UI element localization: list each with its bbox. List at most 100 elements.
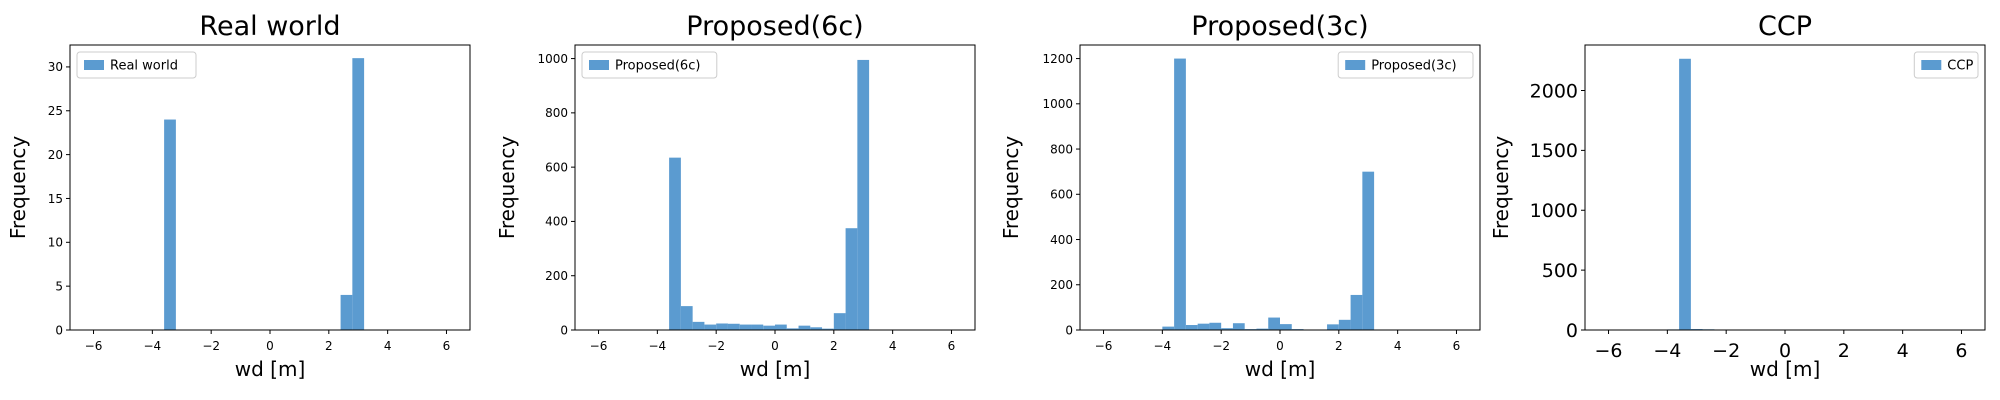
x-tick-label: −4 [1653,340,1681,362]
x-tick-label: 0 [1276,339,1284,353]
legend-label: Proposed(6c) [615,59,700,74]
histogram-bar [340,294,353,330]
y-tick-label: 1000 [1042,97,1073,111]
x-tick-label: −6 [1095,339,1113,353]
legend-label: CCP [1947,59,1973,74]
x-tick-label: 4 [384,339,392,353]
y-tick-label: 2000 [1530,80,1578,102]
x-tick-label: −2 [1212,339,1230,353]
histogram-bar [1185,325,1198,330]
legend-label: Proposed(3c) [1371,59,1456,74]
histogram-bar [1256,328,1269,330]
histogram-bar [352,58,365,331]
x-tick-label: 4 [1897,340,1909,362]
histogram-bar [751,324,764,330]
legend-swatch [589,60,609,70]
histogram-bar [1197,323,1210,330]
x-tick-label: 2 [1335,339,1343,353]
histogram-bar [1162,326,1175,330]
plot-frame [1079,44,1481,331]
legend-box [1913,51,1979,79]
y-tick-label: 5 [55,279,63,293]
y-axis-label: Frequency [6,136,30,239]
histogram-bar [1221,328,1233,330]
histogram-bar [822,328,834,330]
x-axis-label: wd [m] [1245,357,1316,381]
histogram-bar [833,313,846,330]
histogram-bar [1350,294,1363,330]
x-tick-label: 2 [1838,340,1850,362]
y-tick-label: 1000 [1530,200,1578,222]
y-tick-label: 0 [1065,323,1073,337]
histogram-bar [1268,317,1280,330]
chart-panel-3: −6 −4 −2 0 2 4 6 0 200 400 600 800 1000 1200 Proposed(… [999,11,1481,381]
y-tick-label: 15 [48,192,63,206]
y-tick-label: 200 [1050,278,1073,292]
histogram-bar [1209,322,1222,330]
histogram-bar [798,325,811,330]
histogram-bar [1338,319,1351,330]
plot-frame [69,44,471,331]
histogram-bar [1679,58,1691,331]
legend: Proposed(3c) [1337,51,1474,79]
chart-title: Proposed(3c) [1191,11,1368,42]
histogram-bar [1232,323,1245,330]
y-tick-label: 200 [545,269,568,283]
y-tick-label: 1000 [537,52,568,66]
legend-swatch [84,60,104,70]
y-tick-label: 30 [48,60,63,74]
legend-swatch [1345,60,1366,70]
histogram-bar [727,323,740,330]
x-axis-label: wd [m] [1750,357,1821,381]
x-tick-label: −6 [1595,340,1623,362]
x-tick-label: −4 [1154,339,1172,353]
legend-label: Real world [110,59,178,74]
histogram-bar [680,306,693,330]
legend: Real world [76,51,197,79]
histogram-bar [845,228,858,330]
x-tick-label: 4 [1394,339,1402,353]
legend-box [1337,51,1474,79]
x-axis-label: wd [m] [235,357,306,381]
y-tick-label: 800 [1050,142,1073,156]
y-tick-label: 20 [48,148,63,162]
x-tick-label: 0 [266,339,274,353]
y-tick-label: 600 [545,160,568,174]
histogram-bar [763,325,775,330]
chart-panel-1: −6 −4 −2 0 2 4 6 0 5 10 15 20 25 30 Real world wd [m] Fr… [6,11,471,381]
x-tick-label: −2 [1712,340,1740,362]
x-tick-label: −2 [707,339,725,353]
plot-frame [1584,44,1986,331]
x-tick-label: 6 [1955,340,1967,362]
y-tick-label: 800 [545,106,568,120]
chart-panel-2: −6 −4 −2 0 2 4 6 0 200 400 600 800 1000 Proposed(6c) w… [495,11,976,381]
x-tick-label: −2 [202,339,220,353]
histogram-bar [1174,58,1186,330]
y-axis-label: Frequency [1489,136,1513,239]
y-tick-label: 10 [48,236,63,250]
legend: Proposed(6c) [581,51,718,79]
y-tick-label: 400 [545,215,568,229]
histogram-bar [1280,324,1292,330]
y-axis-label: Frequency [999,136,1023,239]
y-tick-label: 0 [1566,320,1578,342]
x-tick-label: −4 [649,339,667,353]
x-tick-label: 4 [889,339,897,353]
x-tick-label: 0 [1779,340,1791,362]
y-tick-label: 0 [560,323,568,337]
y-tick-label: 600 [1050,188,1073,202]
histogram-bar [716,323,728,330]
y-tick-label: 1200 [1042,52,1073,66]
legend: CCP [1913,51,1979,79]
x-tick-label: 6 [948,339,956,353]
chart-title: Proposed(6c) [686,11,863,42]
y-tick-label: 0 [55,323,63,337]
legend-box [581,51,718,79]
histogram-bar [704,324,717,330]
x-tick-label: −6 [85,339,103,353]
histogram-bar [1327,324,1339,330]
histogram-bar [810,327,823,330]
y-axis-label: Frequency [495,136,519,239]
x-tick-label: 6 [443,339,451,353]
